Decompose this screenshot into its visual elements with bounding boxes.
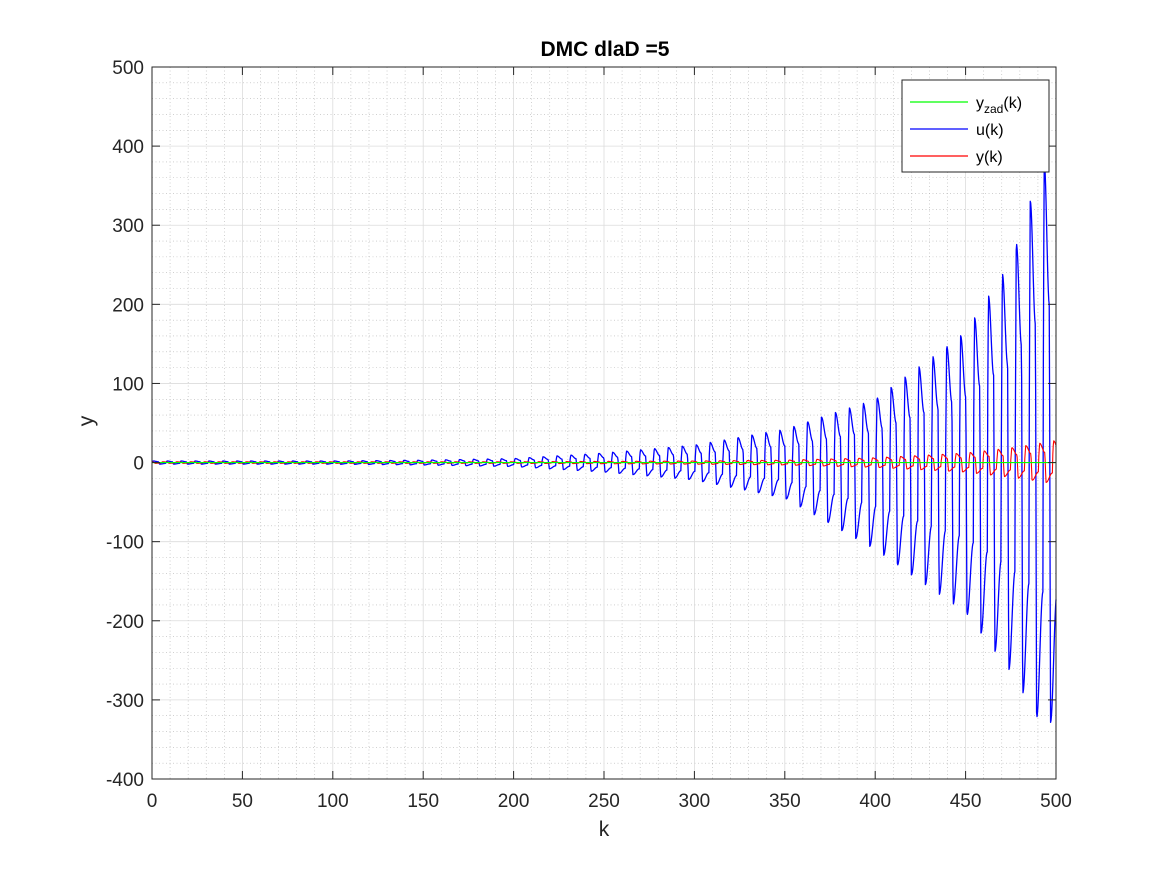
legend: yzad(k) u(k) y(k)	[901, 79, 1050, 173]
legend-entries: yzad(k) u(k) y(k)	[910, 95, 1022, 166]
x-tick-label: 500	[1040, 791, 1072, 812]
x-tick-label: 0	[147, 791, 158, 812]
major-grid	[151, 66, 1057, 780]
y-tick-label: -200	[106, 612, 144, 633]
series-u-line	[151, 160, 1057, 724]
series-y-line	[151, 440, 1057, 483]
y-axis-label: y	[75, 415, 98, 426]
x-tick-label: 50	[232, 791, 253, 812]
x-tick-label: 450	[950, 791, 982, 812]
legend-label-0: yzad(k)	[976, 95, 1022, 116]
y-tick-label: 100	[112, 374, 144, 395]
plot-area: 0 50 100 150 200 250 300 350 400 450 500 -400 -300 -2…	[106, 58, 1072, 812]
y-tick-label: 200	[112, 295, 144, 316]
y-tick-label: -400	[106, 770, 144, 791]
legend-label-2: y(k)	[976, 149, 1003, 166]
y-tick-label: 0	[133, 454, 144, 475]
chart-title: DMC dlaD =5	[541, 38, 670, 61]
ticks	[151, 66, 1057, 780]
tick-labels: 0 50 100 150 200 250 300 350 400 450 500 -400 -300 -2…	[106, 58, 1072, 812]
x-tick-label: 250	[588, 791, 620, 812]
y-tick-label: 300	[112, 216, 144, 237]
legend-label-1: u(k)	[976, 122, 1004, 139]
x-tick-label: 350	[769, 791, 801, 812]
x-tick-label: 400	[859, 791, 891, 812]
x-tick-label: 100	[317, 791, 349, 812]
x-tick-label: 150	[407, 791, 439, 812]
series-layer	[151, 160, 1057, 724]
x-axis-label: k	[599, 818, 610, 841]
x-tick-label: 300	[679, 791, 711, 812]
y-tick-label: 400	[112, 137, 144, 158]
legend-box	[901, 79, 1050, 173]
y-tick-label: 500	[112, 58, 144, 79]
x-tick-label: 200	[498, 791, 530, 812]
y-tick-label: -300	[106, 691, 144, 712]
y-tick-label: -100	[106, 533, 144, 554]
